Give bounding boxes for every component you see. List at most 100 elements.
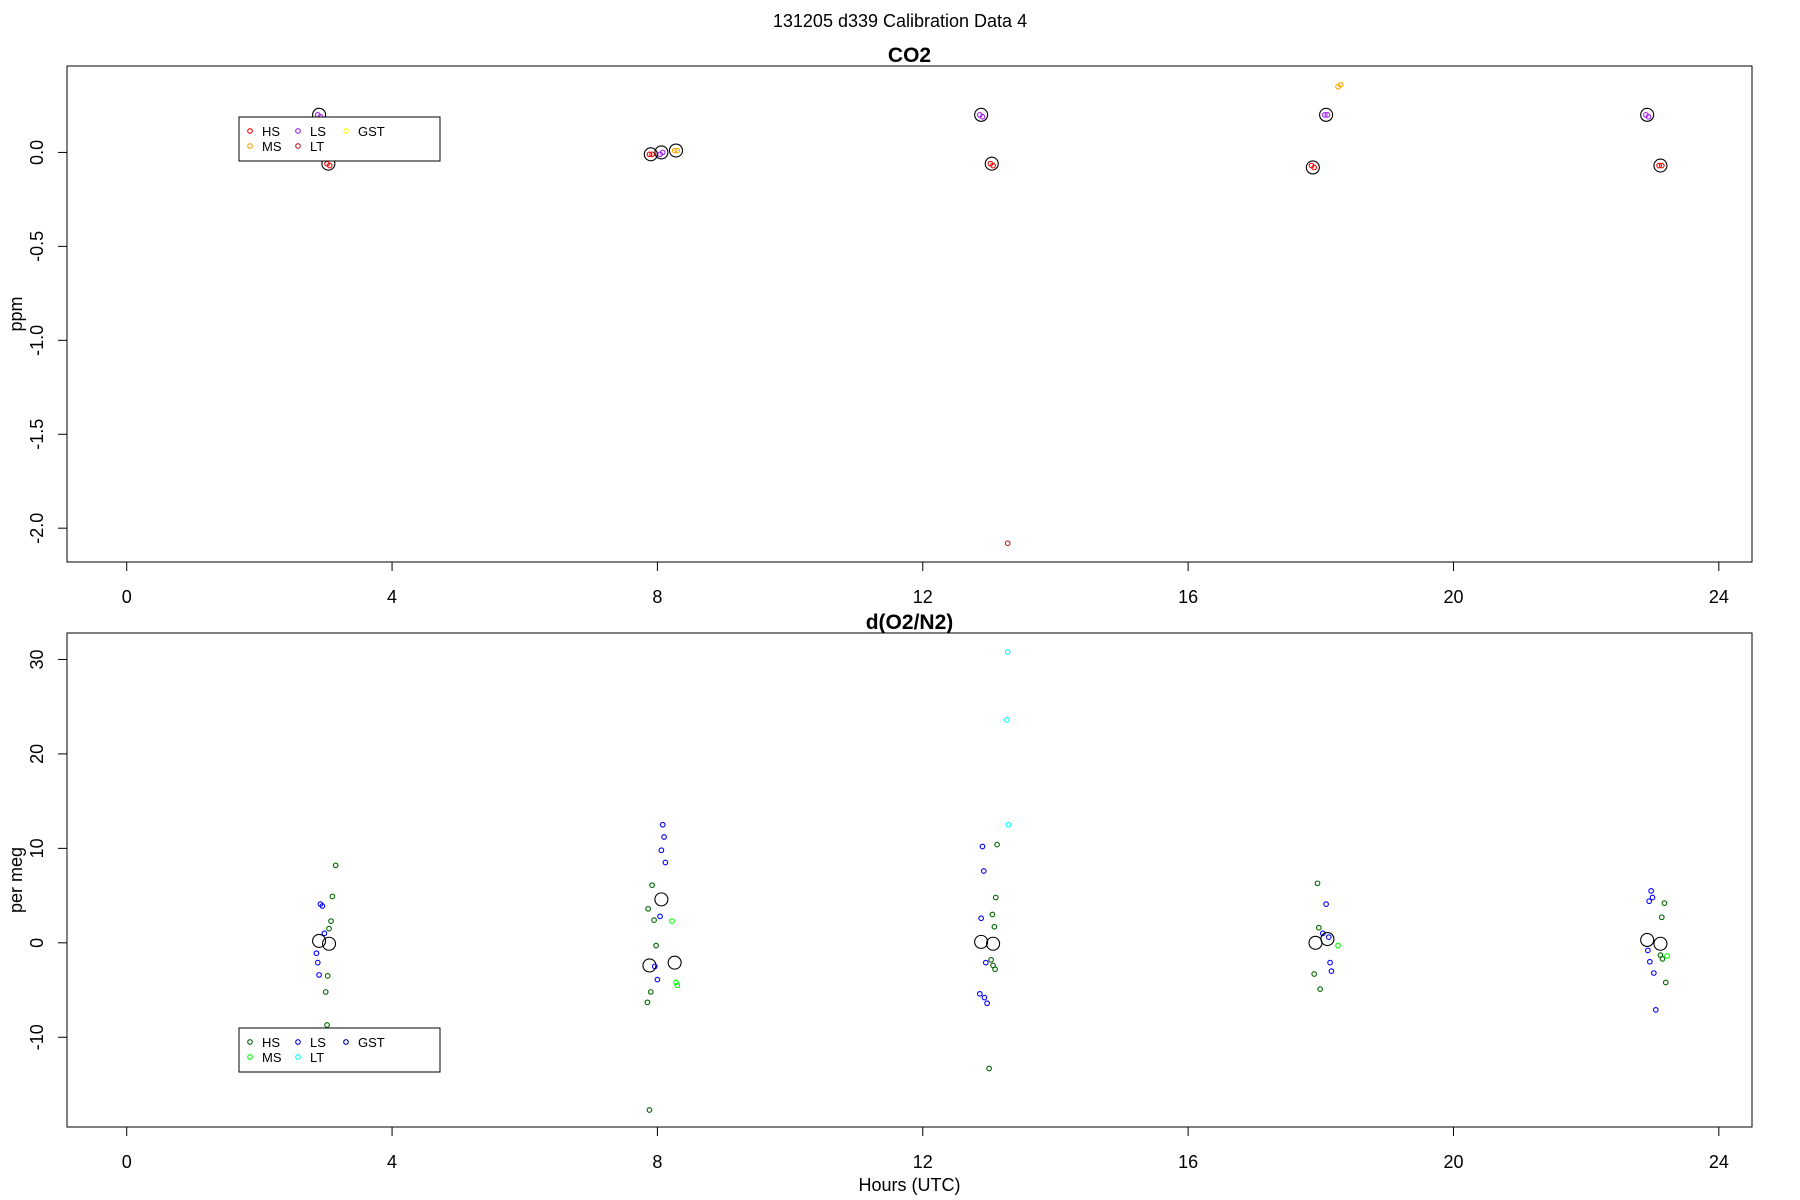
- co2-mean-marker: [1305, 160, 1320, 175]
- co2-y-tick-label: -1.0: [27, 325, 47, 356]
- co2-point-hs: [1656, 162, 1662, 169]
- o2n2-point-hs: [1314, 880, 1321, 887]
- co2-y-tick-label: 0.0: [27, 140, 47, 165]
- o2n2-point-ms: [1335, 942, 1341, 949]
- o2n2-point-ls: [1652, 1007, 1659, 1013]
- o2n2-legend-swatch: [295, 1054, 301, 1060]
- o2n2-x-tick-label: 0: [122, 1152, 132, 1172]
- o2n2-legend-label: GST: [358, 1035, 385, 1050]
- o2n2-point-hs: [647, 989, 654, 995]
- o2n2-point-ls: [661, 834, 667, 840]
- o2n2-point-hs: [1311, 971, 1318, 977]
- o2n2-point-ls: [1325, 934, 1332, 940]
- co2-y-tick-label: -1.5: [27, 419, 47, 450]
- o2n2-point-ls: [316, 972, 322, 978]
- co2-point-hs: [646, 151, 653, 158]
- co2-point-lt: [1004, 540, 1011, 547]
- o2n2-point-ls: [1649, 894, 1656, 901]
- o2n2-point-ls: [1327, 959, 1333, 966]
- co2-mean-marker: [668, 143, 684, 158]
- co2-point-hs: [990, 162, 996, 169]
- o2n2-point-ls: [976, 990, 983, 997]
- co2-legend-box: [238, 116, 441, 162]
- o2n2-x-tick-label: 16: [1178, 1152, 1198, 1172]
- o2n2-mean-marker: [1653, 936, 1668, 951]
- o2n2-mean-marker: [312, 933, 327, 948]
- o2n2-point-hs: [991, 923, 998, 930]
- co2-legend-swatch: [343, 128, 349, 134]
- co2-legend-label: MS: [262, 139, 282, 154]
- o2n2-x-tick-label: 8: [652, 1152, 662, 1172]
- co2-legend-swatch: [295, 128, 301, 134]
- o2n2-point-ls: [1323, 901, 1329, 907]
- co2-panel-title: CO2: [888, 44, 931, 67]
- o2n2-point-hs: [644, 999, 651, 1006]
- o2n2-point-ls: [979, 843, 986, 850]
- co2-panel: CO2 0 4 8 12 16 20 24 -2.0 -1.5 -1.0 -0.5 0.0 ppm HSMS…: [6, 44, 1753, 607]
- o2n2-mean-marker: [1308, 935, 1323, 950]
- o2n2-legend-label: MS: [262, 1050, 282, 1065]
- co2-point-hs: [326, 162, 333, 169]
- o2n2-point-ls: [1646, 898, 1653, 905]
- o2n2-point-lt: [1004, 649, 1011, 655]
- o2n2-point-ls: [659, 821, 666, 828]
- o2n2-mean-marker: [321, 936, 337, 951]
- o2n2-point-hs: [329, 893, 336, 900]
- o2n2-point-hs: [1658, 914, 1665, 921]
- o2n2-mean-marker: [974, 934, 989, 949]
- co2-x-tick-label: 12: [913, 587, 933, 607]
- o2n2-point-hs: [328, 918, 334, 924]
- o2n2-legend-swatch: [295, 1039, 301, 1045]
- o2n2-point-hs: [646, 1107, 653, 1113]
- o2n2-point-hs: [989, 911, 996, 918]
- o2n2-point-hs: [332, 862, 339, 869]
- co2-x-tick-label: 24: [1709, 587, 1729, 607]
- o2n2-y-tick-label: -10: [27, 1024, 47, 1050]
- o2n2-y-tick-label: 20: [27, 744, 47, 764]
- co2-point-hs: [649, 151, 655, 158]
- o2n2-point-hs: [645, 905, 651, 912]
- o2n2-point-hs: [988, 956, 994, 963]
- co2-point-ls: [979, 113, 986, 120]
- o2n2-panel-title: d(O2/N2): [866, 611, 954, 634]
- co2-point-hs: [1311, 164, 1318, 171]
- o2n2-point-hs: [1315, 924, 1322, 931]
- o2n2-point-ls: [1650, 970, 1657, 976]
- co2-point-ms: [1337, 81, 1344, 88]
- o2n2-point-ms: [674, 982, 681, 989]
- o2n2-legend-swatch: [247, 1054, 253, 1060]
- o2n2-point-hs: [324, 973, 331, 979]
- o2n2-point-ls: [980, 868, 987, 874]
- co2-mean-marker: [1640, 107, 1655, 122]
- co2-x-tick-label: 4: [387, 587, 397, 607]
- co2-point-ms: [674, 147, 681, 154]
- o2n2-legend-box: [238, 1027, 441, 1073]
- o2n2-mean-marker: [986, 936, 1001, 951]
- co2-legend-label: LT: [310, 139, 324, 154]
- o2n2-x-tick-label: 4: [387, 1152, 397, 1172]
- o2n2-point-ls: [657, 913, 663, 920]
- o2n2-mean-marker: [1640, 932, 1655, 948]
- o2n2-mean-marker: [667, 955, 682, 970]
- co2-legend-label: GST: [358, 124, 385, 139]
- o2n2-point-hs: [651, 917, 657, 923]
- o2n2-point-ms: [673, 979, 679, 986]
- main-title: 131205 d339 Calibration Data 4: [773, 11, 1027, 31]
- o2n2-point-ms: [669, 918, 675, 924]
- co2-point-hs: [1658, 162, 1665, 169]
- o2n2-x-tick-label: 24: [1709, 1152, 1729, 1172]
- o2n2-y-tick-label: 30: [27, 649, 47, 669]
- o2n2-point-hs: [322, 989, 329, 995]
- o2n2-y-axis-label: per meg: [6, 847, 26, 913]
- co2-x-tick-label: 8: [652, 587, 662, 607]
- o2n2-point-hs: [649, 882, 655, 889]
- o2n2-point-hs: [992, 894, 999, 901]
- co2-y-axis-label: ppm: [6, 296, 26, 331]
- o2n2-x-tick-label: 20: [1443, 1152, 1463, 1172]
- co2-legend-swatch: [247, 143, 253, 149]
- o2n2-point-ms: [1664, 953, 1670, 959]
- o2n2-point-ls: [1328, 968, 1335, 974]
- co2-mean-marker: [1319, 107, 1334, 122]
